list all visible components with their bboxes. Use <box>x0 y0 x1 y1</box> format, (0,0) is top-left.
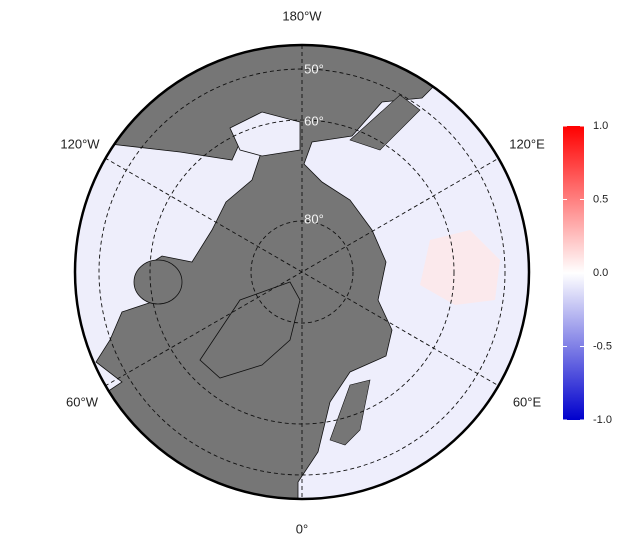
colorbar-tick-label: -0.5 <box>593 340 612 352</box>
polar-map: 50° 60° 80° 180°W 120°W 120°E 60°W 60°E … <box>60 8 545 536</box>
longitude-label: 60°W <box>66 394 99 409</box>
longitude-label: 120°E <box>509 136 545 151</box>
longitude-label: 180°W <box>282 8 322 23</box>
longitude-label: 0° <box>296 521 308 536</box>
longitude-label: 60°E <box>513 394 542 409</box>
colorbar-tick-label: 0.5 <box>593 193 608 205</box>
colorbar-tick-label: -1.0 <box>593 414 612 426</box>
baltic <box>329 379 371 446</box>
greenland <box>199 281 301 379</box>
longitude-label: 120°W <box>60 136 100 151</box>
map-border <box>73 43 531 501</box>
colorbar-gradient <box>563 126 584 420</box>
graticule <box>98 45 506 499</box>
colorbar: 1.0 0.5 0.0 -0.5 -1.0 <box>563 120 612 426</box>
latitude-label: 80° <box>304 211 324 226</box>
alaska <box>229 111 301 157</box>
hudson-bay <box>133 259 183 305</box>
colorbar-tick-label: 0.0 <box>593 267 608 279</box>
okhotsk <box>349 94 421 151</box>
warm-patch <box>420 230 500 305</box>
latitude-label: 60° <box>304 113 324 128</box>
latitude-label: 50° <box>304 61 324 76</box>
colorbar-tick-label: 1.0 <box>593 120 608 132</box>
